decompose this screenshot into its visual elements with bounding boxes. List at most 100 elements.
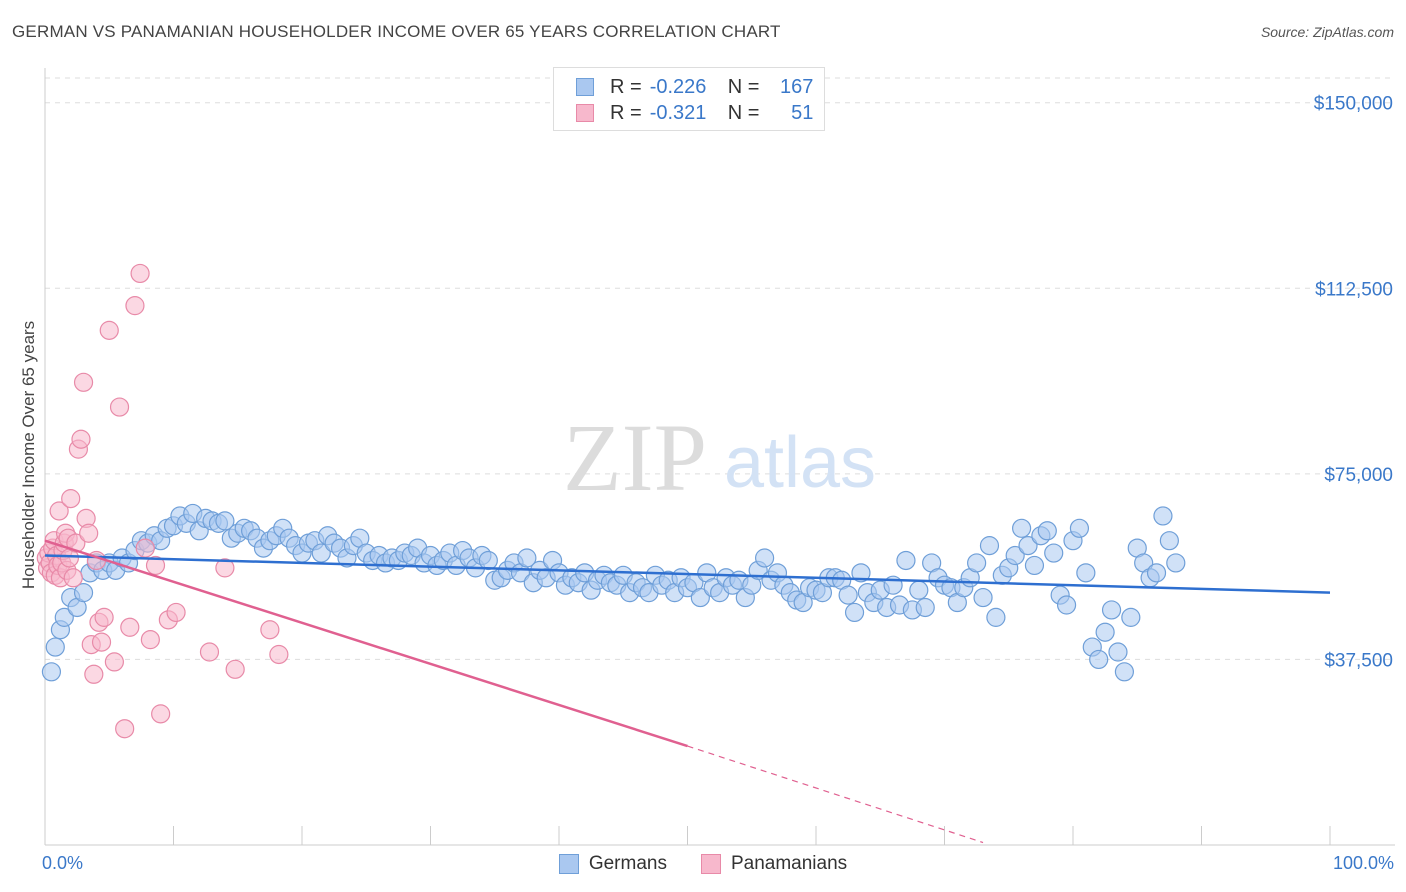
n-value: 51	[791, 101, 814, 124]
panamanian-point	[94, 607, 114, 627]
r-label: R =	[610, 75, 642, 98]
german-point	[1089, 649, 1109, 670]
legend-label: Germans	[588, 853, 667, 874]
panamanian-trend-line	[44, 539, 688, 748]
panamanian-point	[63, 568, 83, 588]
y-axis-label: Householder Income Over 65 years	[19, 321, 38, 589]
legend-row-germans: R = -0.226 N = 167	[576, 74, 813, 100]
german-point	[851, 563, 871, 583]
german-point	[41, 662, 62, 682]
r-label: R =	[610, 101, 642, 124]
german-point	[73, 583, 94, 603]
panamanian-point	[104, 652, 124, 672]
german-point	[54, 607, 74, 627]
n-value: 167	[780, 75, 814, 98]
y-tick-label: $75,000	[1324, 465, 1393, 486]
german-point	[1146, 563, 1167, 583]
legend-row-panamanians: R = -0.321 N = 51	[576, 100, 813, 126]
germans-swatch	[558, 854, 579, 874]
panamanian-point	[79, 523, 99, 543]
german-point	[915, 597, 935, 618]
chart-title: GERMAN VS PANAMANIAN HOUSEHOLDER INCOME …	[12, 22, 781, 41]
y-tick-label: $150,000	[1314, 94, 1393, 115]
panamanian-point	[66, 533, 86, 553]
panamanian-point	[109, 397, 130, 417]
german-point	[1037, 521, 1057, 541]
legend-item-panamanians[interactable]: Panamanians	[700, 853, 848, 875]
panamanian-point	[71, 429, 91, 449]
german-point	[1121, 607, 1141, 627]
panamanian-trend-extension	[687, 745, 984, 844]
german-point	[215, 511, 235, 531]
watermark: ZIP atlas	[563, 404, 876, 511]
watermark-atlas: atlas	[724, 423, 876, 503]
german-point	[909, 580, 929, 600]
panamanian-point	[145, 555, 166, 576]
german-point	[1153, 506, 1173, 526]
tick-labels: $37,500 $75,000 $112,500 $150,000	[1314, 94, 1393, 672]
german-point	[1044, 543, 1064, 563]
german-point	[311, 543, 331, 563]
r-value: -0.226	[649, 75, 707, 98]
panamanian-point	[84, 664, 104, 684]
watermark-zip: ZIP	[563, 404, 707, 511]
german-point	[1095, 622, 1115, 642]
n-label: N =	[727, 101, 760, 124]
correlation-legend: R = -0.226 N = 167 R = -0.321 N = 51	[553, 67, 825, 131]
trend-lines	[44, 539, 1331, 844]
panamanian-point	[199, 642, 220, 662]
source-label: Source: ZipAtlas.com	[1260, 24, 1394, 40]
german-point	[517, 548, 537, 568]
panamanians-swatch	[700, 854, 721, 874]
german-point	[1114, 662, 1135, 682]
panamanian-point	[115, 719, 135, 739]
panamanians-swatch	[576, 104, 594, 122]
panamanian-point	[125, 296, 145, 316]
german-point	[967, 553, 987, 573]
legend-item-germans[interactable]: Germans	[558, 853, 667, 875]
axes	[44, 68, 1395, 846]
y-tick-label: $37,500	[1324, 650, 1393, 671]
german-point	[838, 585, 858, 605]
x-axis-max-label: 100.0%	[1333, 853, 1394, 873]
german-point	[896, 550, 916, 571]
panamanian-point	[215, 558, 235, 578]
panamanian-point	[166, 602, 186, 623]
panamanian-point	[99, 320, 119, 340]
german-point	[1056, 595, 1077, 615]
series-legend: Germans Panamanians	[0, 853, 1406, 875]
panamanian-point	[61, 489, 81, 509]
german-point	[45, 637, 65, 657]
german-point	[1024, 555, 1045, 576]
german-trend-line	[44, 554, 1331, 594]
german-point	[979, 536, 1000, 556]
panamanian-point	[73, 372, 94, 392]
german-point	[754, 548, 775, 568]
germans-swatch	[576, 78, 594, 96]
panamanian-point	[120, 617, 140, 637]
panamanian-point	[91, 632, 112, 652]
german-point	[1005, 545, 1025, 566]
german-point	[844, 602, 865, 623]
panamanian-point	[269, 644, 289, 665]
german-points	[41, 503, 1186, 682]
german-point	[478, 550, 498, 571]
x-axis-min-label: 0.0%	[42, 853, 83, 873]
german-point	[1076, 563, 1096, 583]
german-point	[1108, 642, 1128, 662]
panamanian-point	[130, 263, 150, 284]
panamanian-point	[260, 620, 280, 640]
german-point	[1069, 518, 1090, 538]
german-point	[690, 587, 710, 608]
legend-label: Panamanians	[730, 853, 848, 874]
panamanian-point	[49, 501, 69, 521]
german-point	[1166, 553, 1186, 573]
german-point	[973, 587, 993, 608]
german-point	[1011, 518, 1032, 538]
german-point	[1101, 600, 1122, 620]
german-point	[1018, 536, 1038, 556]
r-value: -0.321	[649, 101, 707, 124]
y-tick-label: $112,500	[1315, 279, 1393, 300]
german-point	[1159, 531, 1179, 551]
